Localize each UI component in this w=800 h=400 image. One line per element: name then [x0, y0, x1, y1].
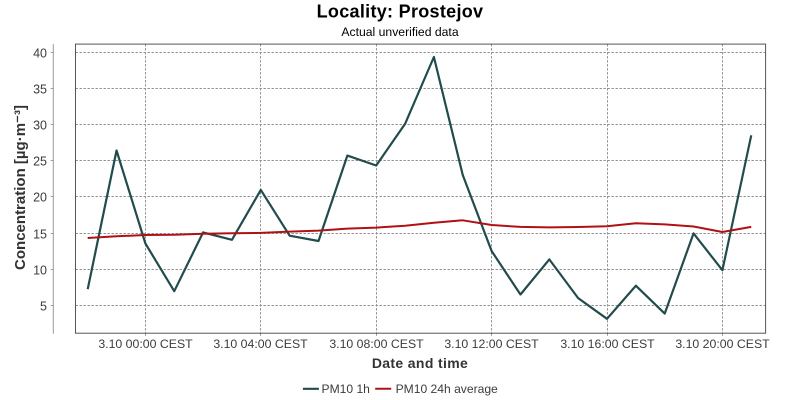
svg-text:3.10 12:00 CEST: 3.10 12:00 CEST	[444, 337, 539, 351]
svg-text:Actual unverified data: Actual unverified data	[341, 25, 458, 39]
svg-text:Concentration [µg·m⁻³]: Concentration [µg·m⁻³]	[12, 105, 29, 270]
svg-text:Locality: Prostejov: Locality: Prostejov	[317, 1, 484, 21]
svg-text:10: 10	[33, 263, 47, 277]
svg-text:30: 30	[33, 118, 47, 132]
svg-text:5: 5	[40, 299, 47, 313]
svg-text:3.10 20:00 CEST: 3.10 20:00 CEST	[675, 337, 770, 351]
svg-text:40: 40	[33, 46, 47, 60]
svg-text:Date and time: Date and time	[372, 355, 468, 371]
svg-text:3.10 00:00 CEST: 3.10 00:00 CEST	[98, 337, 193, 351]
svg-text:35: 35	[33, 82, 47, 96]
svg-text:15: 15	[33, 227, 47, 241]
svg-text:25: 25	[33, 154, 47, 168]
svg-text:3.10 16:00 CEST: 3.10 16:00 CEST	[560, 337, 655, 351]
svg-text:PM10 24h average: PM10 24h average	[396, 382, 498, 396]
svg-text:3.10 04:00 CEST: 3.10 04:00 CEST	[213, 337, 308, 351]
svg-text:20: 20	[33, 190, 47, 204]
svg-text:3.10 08:00 CEST: 3.10 08:00 CEST	[329, 337, 424, 351]
svg-text:PM10 1h: PM10 1h	[322, 382, 370, 396]
